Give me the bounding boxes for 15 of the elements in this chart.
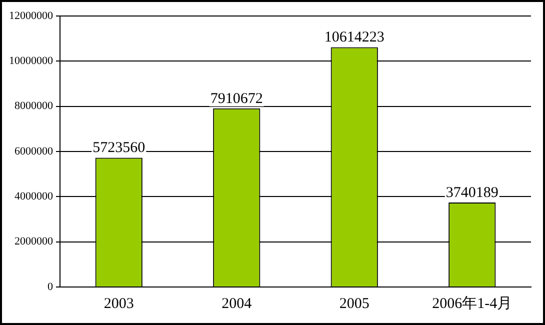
x-tick-label: 2006年1-4月 bbox=[432, 294, 512, 312]
x-tick-label: 2005 bbox=[339, 296, 370, 312]
y-tick-label: 2000000 bbox=[14, 236, 54, 248]
y-tick-label: 4000000 bbox=[14, 190, 54, 203]
data-label: 7910672 bbox=[210, 90, 263, 107]
x-tick-label: 2003 bbox=[104, 296, 134, 312]
y-tick-label: 10000000 bbox=[9, 55, 54, 68]
x-tick-label: 2004 bbox=[222, 296, 252, 312]
data-label: 10614223 bbox=[324, 30, 384, 46]
data-label: 5723560 bbox=[92, 140, 146, 156]
y-tick-label: 12000000 bbox=[9, 10, 54, 22]
y-tick-label: 8000000 bbox=[14, 100, 54, 112]
y-tick-label: 0 bbox=[48, 280, 54, 293]
data-label: 3740189 bbox=[446, 184, 498, 201]
y-tick-label: 6000000 bbox=[14, 145, 54, 158]
